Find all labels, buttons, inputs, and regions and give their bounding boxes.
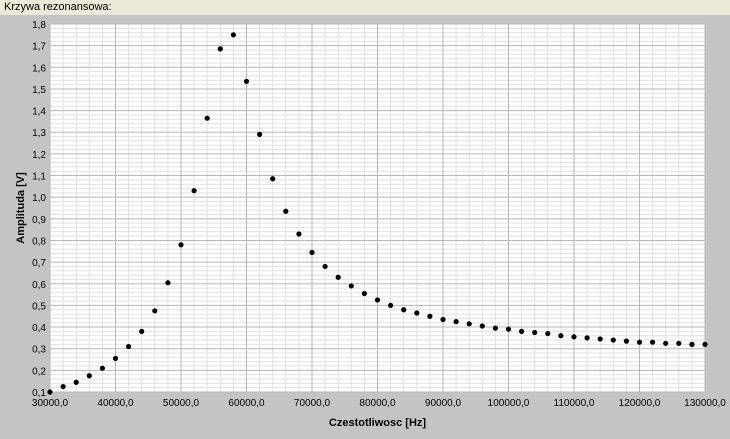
y-tick-label: 1,1 — [32, 172, 46, 183]
data-point — [401, 307, 407, 313]
data-point — [519, 328, 525, 334]
x-tick-label: 60000,0 — [228, 398, 265, 409]
data-points — [47, 32, 708, 395]
data-point — [453, 319, 459, 325]
data-point — [335, 274, 341, 280]
data-point — [597, 336, 603, 342]
data-point — [152, 308, 158, 314]
data-point — [558, 333, 564, 339]
y-tick-label: 0,9 — [32, 215, 46, 226]
y-tick-label: 0,3 — [32, 345, 46, 356]
data-point — [283, 208, 289, 214]
data-point — [676, 340, 682, 346]
y-tick-label: 0,4 — [32, 323, 46, 334]
data-point — [191, 188, 197, 194]
y-tick-label: 1,5 — [32, 85, 46, 96]
data-point — [112, 355, 119, 362]
data-point — [230, 32, 236, 38]
y-tick-label: 1,7 — [32, 42, 46, 53]
data-point — [702, 341, 708, 347]
x-tick-label: 130000,0 — [684, 398, 726, 409]
x-axis-ticks: 30000,0 40000,0 50000,0 60000,0 70000,0 80000… — [32, 398, 726, 409]
x-tick-label: 50000,0 — [163, 398, 200, 409]
data-point — [532, 329, 538, 336]
data-point — [309, 249, 315, 255]
data-point — [479, 323, 485, 329]
data-point — [296, 231, 302, 237]
data-point — [427, 313, 433, 319]
data-point — [440, 316, 446, 323]
x-tick-label: 110000,0 — [554, 398, 595, 409]
data-point — [126, 343, 132, 350]
data-point — [60, 383, 66, 390]
data-point — [47, 389, 53, 395]
y-tick-label: 1,8 — [32, 20, 46, 31]
data-point — [663, 340, 669, 346]
y-tick-label: 1,2 — [32, 150, 46, 161]
data-point — [545, 330, 551, 337]
y-tick-label: 0,8 — [32, 236, 46, 247]
y-tick-label: 1,3 — [32, 128, 46, 139]
x-tick-label: 30000,0 — [32, 398, 69, 409]
y-tick-label: 0,1 — [32, 388, 46, 399]
data-point — [584, 335, 590, 341]
major-grid — [49, 23, 706, 393]
panel-title: Krzywa rezonansowa: — [4, 1, 112, 13]
y-tick-label: 1,0 — [32, 193, 46, 204]
y-tick-label: 0,2 — [32, 366, 46, 377]
y-tick-label: 0,7 — [32, 258, 46, 269]
x-axis-title: Czestotliwosc [Hz] — [329, 417, 427, 429]
x-tick-label: 40000,0 — [97, 398, 134, 409]
data-point — [139, 328, 145, 334]
data-point — [348, 283, 354, 289]
data-point — [165, 280, 171, 286]
y-axis-title: Amplituda [V] — [15, 172, 27, 244]
resonance-chart[interactable]: 30000,0 40000,0 50000,0 60000,0 70000,0 80000… — [0, 15, 730, 439]
data-point — [650, 339, 656, 345]
data-point — [73, 379, 79, 385]
data-point — [492, 325, 498, 331]
data-point — [257, 131, 263, 137]
data-point — [374, 297, 381, 303]
data-point — [86, 373, 92, 379]
data-point — [243, 78, 250, 84]
x-tick-label: 80000,0 — [359, 398, 396, 409]
data-point — [466, 321, 472, 327]
data-point — [636, 339, 643, 345]
data-point — [571, 334, 577, 340]
data-point — [414, 310, 420, 316]
x-tick-label: 120000,0 — [619, 398, 661, 409]
data-point — [270, 176, 276, 182]
y-axis-ticks: 0,1 0,2 0,3 0,4 0,5 0,6 0,7 0,8 0,9 1,0 1,1 1,2 1,3 1… — [32, 20, 46, 399]
data-point — [361, 290, 367, 297]
data-point — [388, 302, 394, 309]
data-point — [204, 115, 210, 121]
y-tick-label: 0,5 — [32, 301, 46, 312]
data-point — [99, 365, 105, 371]
data-point — [623, 338, 630, 344]
x-tick-label: 100000,0 — [488, 398, 530, 409]
x-tick-label: 90000,0 — [425, 398, 462, 409]
y-tick-label: 1,6 — [32, 63, 46, 74]
y-tick-label: 1,4 — [32, 107, 46, 118]
data-point — [505, 326, 512, 332]
data-point — [689, 341, 695, 347]
x-tick-label: 70000,0 — [294, 398, 331, 409]
data-point — [610, 337, 616, 343]
graph-frame: 30000,0 40000,0 50000,0 60000,0 70000,0 80000… — [0, 15, 730, 439]
y-tick-label: 0,6 — [32, 280, 46, 291]
data-point — [178, 242, 184, 248]
data-point — [322, 263, 328, 270]
data-point — [217, 46, 223, 52]
